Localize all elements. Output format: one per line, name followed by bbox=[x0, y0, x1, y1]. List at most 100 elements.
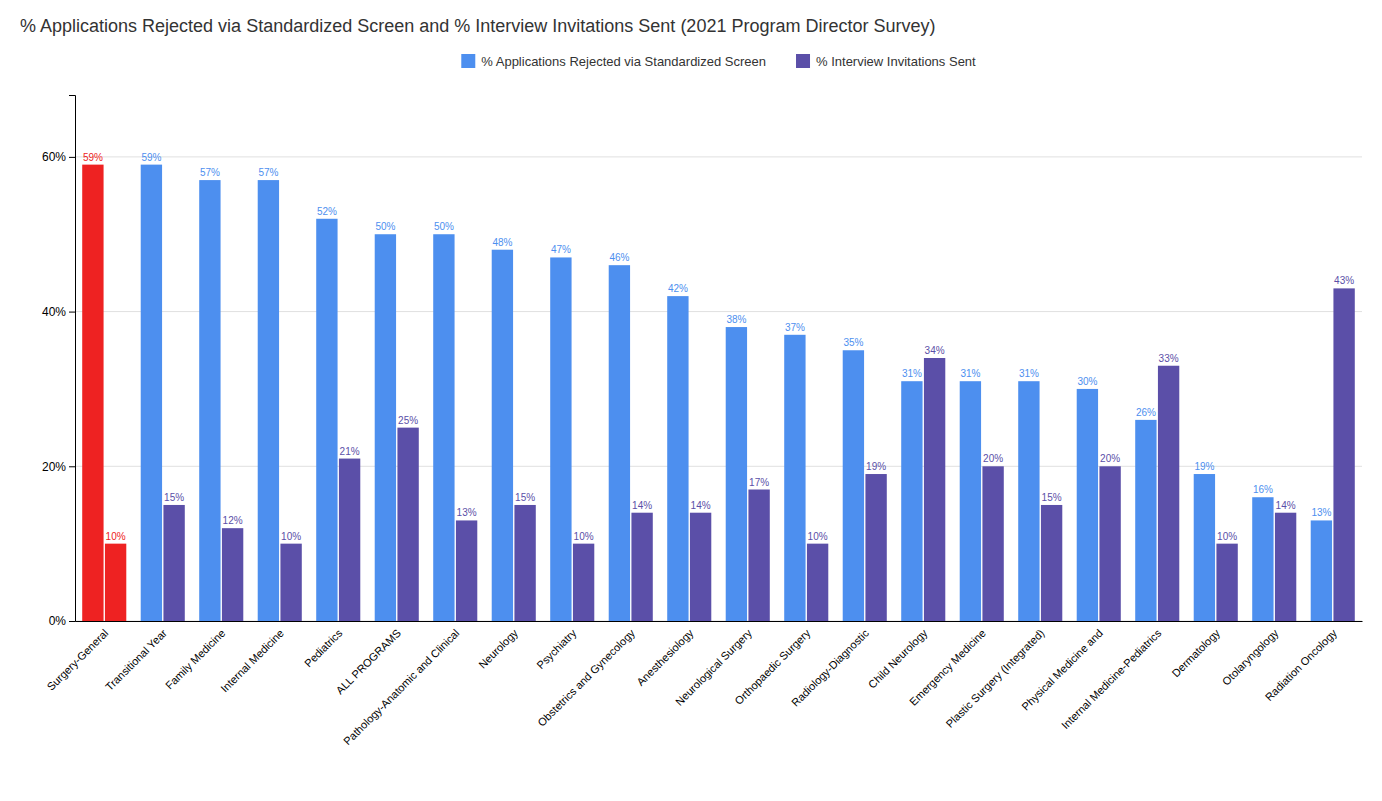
data-label: 16% bbox=[1253, 484, 1273, 495]
x-tick: Plastic Surgery (Integrated) bbox=[943, 627, 1046, 730]
data-label: 48% bbox=[492, 237, 512, 248]
bar bbox=[1135, 420, 1156, 621]
bar bbox=[784, 335, 805, 621]
data-labels: 59%59%57%57%52%50%50%48%47%46%42%38%37%3… bbox=[83, 152, 1354, 542]
y-tick-label: 60% bbox=[42, 150, 66, 164]
bar bbox=[222, 528, 243, 621]
data-label: 33% bbox=[1159, 353, 1179, 364]
x-tick-label: Family Medicine bbox=[163, 627, 228, 692]
legend-swatch bbox=[461, 54, 475, 68]
bar-series bbox=[82, 165, 1332, 621]
data-label: 10% bbox=[574, 531, 594, 542]
bar bbox=[105, 544, 126, 621]
bar bbox=[492, 250, 513, 621]
y-tick: 0% bbox=[49, 614, 75, 628]
bar bbox=[82, 165, 103, 621]
data-label: 14% bbox=[1276, 500, 1296, 511]
data-label: 59% bbox=[141, 152, 161, 163]
data-label: 57% bbox=[258, 167, 278, 178]
title: % Applications Rejected via Standardized… bbox=[20, 16, 935, 36]
x-tick-label: Pathology-Anatomic and Clinical bbox=[341, 627, 461, 747]
data-label: 10% bbox=[808, 531, 828, 542]
data-label: 20% bbox=[1100, 453, 1120, 464]
data-label: 26% bbox=[1136, 407, 1156, 418]
bar bbox=[690, 513, 711, 621]
bar bbox=[1252, 497, 1273, 621]
x-tick: Radiation Oncology bbox=[1263, 626, 1340, 703]
y-axis: 0% 20% 40% 60% bbox=[42, 96, 76, 629]
bar bbox=[1311, 520, 1332, 621]
bar bbox=[339, 459, 360, 621]
bar bbox=[807, 544, 828, 621]
bar bbox=[280, 544, 301, 621]
data-label: 30% bbox=[1077, 376, 1097, 387]
x-tick: Otolaryngology bbox=[1220, 626, 1281, 687]
data-label: 31% bbox=[960, 368, 980, 379]
x-tick: Family Medicine bbox=[163, 627, 228, 692]
data-label: 10% bbox=[281, 531, 301, 542]
data-label: 21% bbox=[340, 446, 360, 457]
data-label: 57% bbox=[200, 167, 220, 178]
x-tick-label: Internal Medicine bbox=[218, 627, 286, 695]
x-tick: Internal Medicine-Pediatrics bbox=[1059, 626, 1164, 731]
y-tick-mark bbox=[69, 621, 75, 622]
data-label: 50% bbox=[434, 221, 454, 232]
data-label: 14% bbox=[632, 500, 652, 511]
x-tick: Neurology bbox=[476, 626, 520, 670]
bar bbox=[1194, 474, 1215, 621]
y-axis-line bbox=[69, 96, 76, 622]
y-tick-mark bbox=[69, 466, 75, 467]
x-tick-label: Neurology bbox=[476, 626, 520, 670]
y-tick-label: 40% bbox=[42, 305, 66, 319]
data-label: 50% bbox=[375, 221, 395, 232]
y-tick: 20% bbox=[42, 460, 75, 474]
x-tick-label: Psychiatry bbox=[534, 626, 579, 671]
bar bbox=[960, 381, 981, 621]
bar bbox=[748, 490, 769, 622]
data-label: 19% bbox=[866, 461, 886, 472]
y-tick-label: 0% bbox=[49, 614, 67, 628]
data-label: 14% bbox=[691, 500, 711, 511]
data-label: 20% bbox=[983, 453, 1003, 464]
legend-swatch bbox=[796, 54, 810, 68]
x-axis-line bbox=[76, 621, 1363, 622]
bar bbox=[456, 520, 477, 621]
plot-area: 0%20%40%60%Surgery-GeneralTransitional Y… bbox=[42, 96, 1363, 748]
bar bbox=[433, 234, 454, 621]
x-tick-label: Anesthesiology bbox=[634, 626, 696, 688]
bar bbox=[982, 466, 1003, 621]
data-label: 15% bbox=[164, 492, 184, 503]
x-tick-label: Radiology-Diagnostic bbox=[789, 626, 871, 708]
x-tick-label: Obstetrics and Gynecology bbox=[535, 626, 637, 728]
x-tick-label: Pediatrics bbox=[302, 626, 345, 669]
data-label: 42% bbox=[668, 283, 688, 294]
chart-svg: % Applications Rejected via Standardized… bbox=[0, 0, 1382, 801]
legend: % Applications Rejected via Standardized… bbox=[461, 54, 976, 69]
x-tick: Internal Medicine bbox=[218, 627, 286, 695]
bars bbox=[82, 165, 1355, 621]
x-tick-label: Child Neurology bbox=[866, 626, 930, 690]
data-label: 31% bbox=[902, 368, 922, 379]
bar bbox=[141, 165, 162, 621]
legend-item: % Applications Rejected via Standardized… bbox=[461, 54, 766, 69]
data-label: 46% bbox=[609, 252, 629, 263]
bar bbox=[726, 327, 747, 621]
x-tick-label: Dermatology bbox=[1169, 626, 1222, 679]
bar bbox=[609, 265, 630, 621]
bar bbox=[199, 180, 220, 621]
bar bbox=[1041, 505, 1062, 621]
x-tick: Psychiatry bbox=[534, 626, 579, 671]
bar bbox=[375, 234, 396, 621]
x-tick-label: Otolaryngology bbox=[1220, 626, 1281, 687]
data-label: 35% bbox=[843, 337, 863, 348]
x-tick: Pathology-Anatomic and Clinical bbox=[341, 627, 461, 747]
bar bbox=[163, 505, 184, 621]
data-label: 10% bbox=[1217, 531, 1237, 542]
x-tick: Surgery-General bbox=[45, 627, 111, 693]
y-tick: 40% bbox=[42, 305, 75, 319]
y-tick-label: 20% bbox=[42, 460, 66, 474]
data-label-series: 10%15%12%10%21%25%13%15%10%14%14%17%10%1… bbox=[106, 275, 1355, 541]
bar bbox=[397, 428, 418, 621]
data-label: 25% bbox=[398, 415, 418, 426]
x-tick: Dermatology bbox=[1169, 626, 1222, 679]
